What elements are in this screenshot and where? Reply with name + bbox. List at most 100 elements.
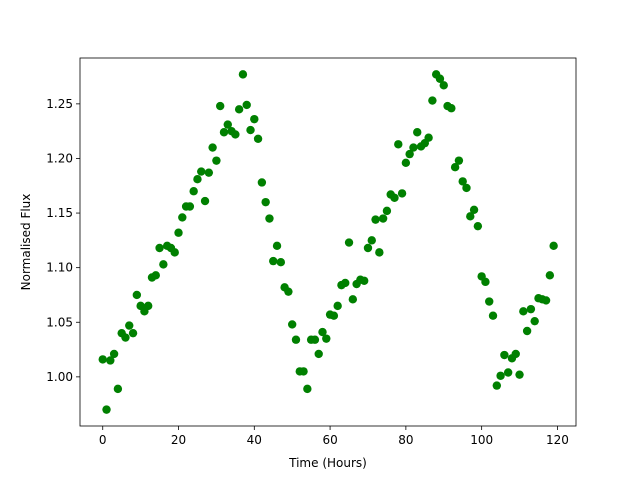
scatter-point — [208, 143, 217, 152]
scatter-point — [113, 384, 123, 394]
plot-frame — [79, 57, 577, 427]
scatter-point — [219, 128, 229, 137]
scatter-point — [333, 301, 342, 311]
scatter-point — [246, 125, 255, 135]
scatter-point — [265, 214, 274, 223]
scatter-point — [394, 140, 403, 149]
y-tick-label: 1.25 — [46, 97, 73, 111]
scatter-point — [481, 277, 490, 287]
scatter-point — [155, 243, 164, 253]
x-tick-label: 40 — [247, 433, 262, 447]
scatter-point — [450, 162, 460, 172]
scatter-point — [261, 197, 270, 207]
scatter-point — [530, 316, 539, 326]
scatter-point — [469, 205, 479, 214]
scatter-point — [488, 311, 498, 320]
scatter-point — [348, 295, 358, 304]
scatter-point — [367, 236, 376, 245]
scatter-point — [515, 370, 524, 379]
x-tick-label: 100 — [470, 433, 493, 447]
scatter-point — [409, 143, 418, 152]
scatter-point — [314, 349, 323, 359]
scatter-point — [144, 301, 153, 311]
scatter-point — [458, 177, 467, 186]
scatter-point — [382, 206, 392, 216]
scatter-point — [128, 328, 138, 338]
scatter-point — [242, 100, 251, 110]
scatter-point — [500, 350, 509, 360]
scatter-point — [299, 367, 308, 376]
x-tick-label: 0 — [99, 433, 107, 447]
scatter-point — [269, 256, 278, 266]
scatter-point — [193, 175, 202, 184]
scatter-point — [159, 260, 168, 269]
scatter-point — [284, 287, 293, 296]
scatter-point — [454, 156, 464, 165]
scatter-point — [291, 335, 301, 344]
scatter-point — [303, 384, 312, 394]
scatter-point — [526, 304, 536, 314]
scatter-point — [522, 326, 532, 336]
scatter-point — [102, 405, 111, 414]
scatter-point — [549, 241, 558, 251]
scatter-point — [174, 228, 183, 237]
scatter-point — [178, 213, 187, 222]
scatter-point — [363, 243, 373, 253]
scatter-point — [318, 327, 327, 337]
scatter-point — [378, 214, 388, 223]
scatter-point — [435, 74, 445, 83]
scatter-point — [341, 278, 350, 288]
scatter-point — [359, 276, 369, 285]
scatter-point — [109, 349, 119, 359]
scatter-point — [287, 320, 297, 329]
scatter-point — [329, 311, 339, 320]
scatter-point — [496, 371, 505, 380]
scatter-point — [185, 202, 195, 211]
scatter-point — [390, 193, 399, 202]
scatter-point — [413, 128, 422, 137]
scatter-point — [485, 297, 494, 306]
scatter-point — [424, 133, 433, 142]
scatter-point — [503, 368, 513, 377]
scatter-point — [371, 215, 380, 224]
scatter-point — [215, 101, 225, 111]
scatter-point — [231, 130, 240, 139]
scatter-point — [322, 334, 331, 343]
scatter-point — [447, 104, 456, 113]
scatter-point — [189, 187, 198, 196]
x-tick-label: 20 — [171, 433, 186, 447]
scatter-point — [151, 271, 160, 280]
scatter-point — [397, 189, 407, 198]
scatter-point — [492, 381, 502, 390]
scatter-point — [121, 333, 130, 342]
scatter-point — [401, 158, 411, 168]
scatter-point — [344, 238, 354, 247]
scatter-point — [541, 296, 551, 305]
y-tick-label: 1.00 — [46, 370, 73, 384]
scatter-point — [405, 149, 414, 159]
scatter-point — [257, 178, 267, 187]
scatter-point — [253, 134, 263, 144]
scatter-point — [98, 355, 107, 364]
scatter-point — [310, 335, 320, 344]
scatter-point — [204, 168, 214, 177]
scatter-point — [375, 248, 384, 257]
x-tick-label: 120 — [546, 433, 569, 447]
x-tick-label: 60 — [322, 433, 337, 447]
scatter-point — [223, 120, 232, 129]
scatter-point — [234, 105, 244, 114]
scatter-point — [125, 321, 134, 330]
scatter-point — [238, 70, 248, 79]
y-tick-label: 1.10 — [46, 261, 73, 275]
scatter-point — [106, 356, 115, 365]
scatter-point — [439, 81, 448, 90]
scatter-point — [200, 196, 210, 206]
scatter-point — [170, 248, 179, 257]
scatter-point — [132, 290, 142, 300]
scatter-point — [428, 96, 437, 105]
scatter-point — [466, 212, 475, 221]
scatter-point — [473, 221, 483, 231]
scatter-point — [250, 114, 259, 124]
